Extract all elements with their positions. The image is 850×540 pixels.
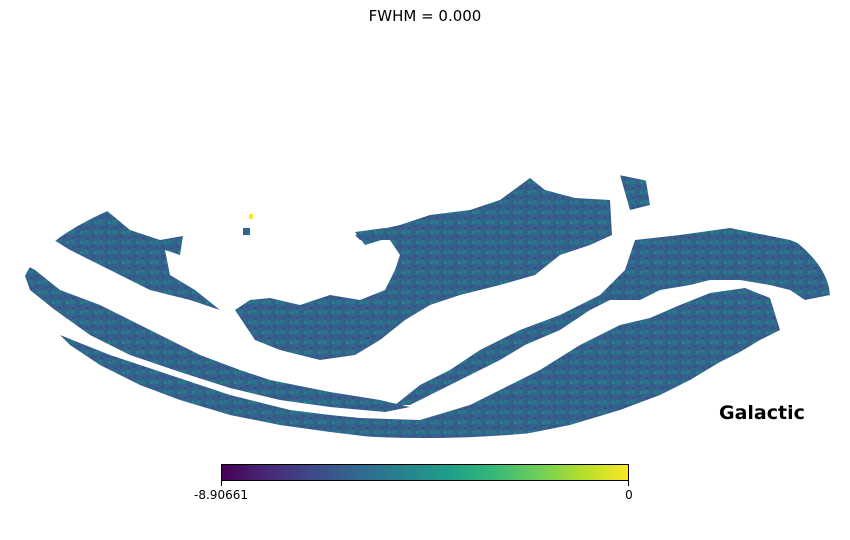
region-northern-east-patch — [620, 162, 830, 215]
region-south-east-cap — [60, 288, 780, 438]
colorbar-min-label: -8.90661 — [194, 488, 248, 502]
region-eastern-band — [395, 228, 830, 405]
bright-pixel — [249, 214, 253, 219]
colorbar — [221, 464, 629, 481]
chart-title: FWHM = 0.000 — [368, 7, 482, 25]
region-isolated-patch — [243, 228, 395, 245]
colorbar-min-tick — [221, 481, 222, 486]
colorbar-max-label: 0 — [625, 488, 633, 502]
region-south-west-arc — [20, 262, 410, 412]
region-central-band — [235, 178, 612, 360]
colorbar-max-tick — [628, 481, 629, 486]
coord-system-label: Galactic — [719, 402, 805, 424]
